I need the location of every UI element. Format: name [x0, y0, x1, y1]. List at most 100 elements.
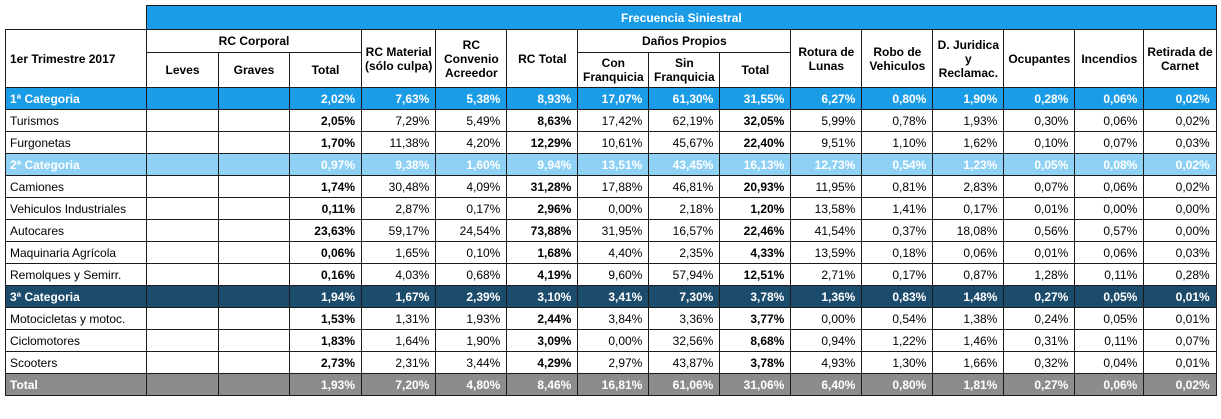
table-cell: 16,13%	[719, 153, 792, 176]
table-cell: 41,54%	[790, 219, 863, 242]
cell-leves	[146, 175, 219, 198]
table-cell: 1,90%	[435, 329, 508, 352]
table-cell: 2,44%	[506, 307, 579, 330]
table-cell: 0,57%	[1074, 219, 1145, 242]
table-cell: 7,20%	[360, 373, 437, 396]
category-row: 3ª Categoria 1,94% 1,67% 2,39% 3,10% 3,41% 7,3…	[5, 285, 1217, 308]
table-row: Scooters 2,73% 2,31% 3,44% 4,29% 2,97% 43,87% 3…	[5, 351, 1217, 374]
row-label: Scooters	[5, 351, 147, 374]
table-cell: 18,08%	[932, 219, 1005, 242]
table-cell: 0,01%	[1143, 285, 1217, 308]
header-band-title: Frecuencia Siniestral	[146, 5, 1217, 30]
table-cell: 12,51%	[719, 263, 792, 286]
table-cell: 1,10%	[861, 131, 934, 154]
col-ocupantes: Ocupantes	[1003, 29, 1076, 88]
table-cell: 2,87%	[360, 197, 437, 220]
table-cell: 2,97%	[577, 351, 650, 374]
cell-graves	[218, 175, 290, 198]
table-cell: 2,83%	[932, 175, 1005, 198]
col-sin-franquicia: Sin Franquicia	[648, 52, 721, 88]
table-cell: 1,93%	[289, 373, 362, 396]
table-cell: 2,31%	[360, 351, 437, 374]
table-cell: 0,06%	[1074, 175, 1145, 198]
table-cell: 0,54%	[861, 307, 934, 330]
cell-leves	[146, 373, 219, 396]
table-cell: 0,31%	[1003, 329, 1076, 352]
table-cell: 2,71%	[790, 263, 863, 286]
table-cell: 1,31%	[360, 307, 437, 330]
col-incendios: Incendios	[1074, 29, 1145, 88]
table-cell: 4,19%	[506, 263, 579, 286]
table-cell: 1,20%	[719, 197, 792, 220]
total-row: Total 1,93% 7,20% 4,80% 8,46% 16,81% 61,06% 31,…	[5, 373, 1217, 396]
table-row: Furgonetas 1,70% 11,38% 4,20% 12,29% 10,61% 45…	[5, 131, 1217, 154]
table-cell: 0,78%	[861, 109, 934, 132]
table-cell: 31,06%	[719, 373, 792, 396]
col-graves: Graves	[218, 52, 290, 88]
table-cell: 61,30%	[648, 87, 721, 110]
table-cell: 3,41%	[577, 285, 650, 308]
table-cell: 1,93%	[435, 307, 508, 330]
table-cell: 3,78%	[719, 351, 792, 374]
table-cell: 2,02%	[289, 87, 362, 110]
table-cell: 1,64%	[360, 329, 437, 352]
table-cell: 10,61%	[577, 131, 650, 154]
table-cell: 1,70%	[289, 131, 362, 154]
table-cell: 0,06%	[1074, 241, 1145, 264]
table-cell: 0,81%	[861, 175, 934, 198]
table-cell: 0,54%	[861, 153, 934, 176]
table-cell: 59,17%	[360, 219, 437, 242]
table-cell: 7,30%	[648, 285, 721, 308]
table-cell: 17,42%	[577, 109, 650, 132]
frecuencia-siniestral-table-wrapper: Frecuencia Siniestral 1er Trimestre 2017…	[5, 5, 1217, 396]
table-cell: 1,93%	[932, 109, 1005, 132]
category-row: 2ª Categoria 0,97% 9,38% 1,60% 9,94% 13,51% 43…	[5, 153, 1217, 176]
row-label: Turismos	[5, 109, 147, 132]
table-cell: 57,94%	[648, 263, 721, 286]
table-row: Turismos 2,05% 7,29% 5,49% 8,63% 17,42% 62,19%…	[5, 109, 1217, 132]
table-cell: 7,29%	[360, 109, 437, 132]
table-cell: 1,81%	[932, 373, 1005, 396]
table-cell: 0,83%	[861, 285, 934, 308]
table-cell: 8,93%	[506, 87, 579, 110]
table-cell: 1,30%	[861, 351, 934, 374]
table-cell: 1,65%	[360, 241, 437, 264]
table-cell: 7,63%	[360, 87, 437, 110]
table-row: Camiones 1,74% 30,48% 4,09% 31,28% 17,88% 46,8…	[5, 175, 1217, 198]
row-label: 3ª Categoria	[5, 285, 147, 308]
table-cell: 0,08%	[1074, 153, 1145, 176]
table-cell: 4,20%	[435, 131, 508, 154]
table-cell: 0,06%	[932, 241, 1005, 264]
table-row: Motocicletas y motoc. 1,53% 1,31% 1,93% 2,44…	[5, 307, 1217, 330]
cell-graves	[218, 109, 290, 132]
table-cell: 16,57%	[648, 219, 721, 242]
table-cell: 0,01%	[1003, 197, 1076, 220]
col-danos-total: Total	[719, 52, 792, 88]
table-cell: 1,46%	[932, 329, 1005, 352]
table-cell: 0,16%	[289, 263, 362, 286]
table-cell: 0,80%	[861, 87, 934, 110]
cell-graves	[218, 329, 290, 352]
cell-leves	[146, 351, 219, 374]
table-cell: 0,27%	[1003, 285, 1076, 308]
table-cell: 0,28%	[1003, 87, 1076, 110]
table-cell: 0,01%	[1143, 351, 1217, 374]
row-label: Motocicletas y motoc.	[5, 307, 147, 330]
cell-graves	[218, 285, 290, 308]
table-cell: 5,99%	[790, 109, 863, 132]
col-rotura-lunas: Rotura de Lunas	[790, 29, 863, 88]
table-cell: 0,11%	[1074, 263, 1145, 286]
table-cell: 12,29%	[506, 131, 579, 154]
table-cell: 2,18%	[648, 197, 721, 220]
row-label: Vehiculos Industriales	[5, 197, 147, 220]
col-rc-material: RC Material (sólo culpa)	[360, 29, 437, 88]
cell-graves	[218, 219, 290, 242]
col-leves: Leves	[146, 52, 219, 88]
table-cell: 0,02%	[1143, 373, 1217, 396]
table-cell: 9,94%	[506, 153, 579, 176]
row-label: Maquinaria Agrícola	[5, 241, 147, 264]
cell-leves	[146, 131, 219, 154]
table-cell: 46,81%	[648, 175, 721, 198]
period-label: 1er Trimestre 2017	[5, 29, 147, 88]
table-cell: 1,48%	[932, 285, 1005, 308]
